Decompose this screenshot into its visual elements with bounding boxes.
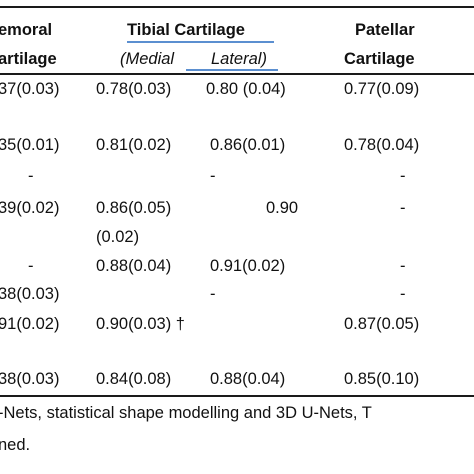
- cell-medial: (0.02): [96, 228, 140, 246]
- header-femoral-line1: emoral: [0, 21, 53, 39]
- tibial-bracket-line: [186, 69, 278, 71]
- footnote-line2: ned.: [0, 436, 31, 454]
- cell-femoral: 39(0.02): [0, 199, 60, 217]
- cell-femoral: 38(0.03): [0, 370, 60, 388]
- cell-femoral: 38(0.03): [0, 285, 60, 303]
- cell-medial: 0.78(0.03): [96, 80, 172, 98]
- cell-patellar: 0.77(0.09): [344, 80, 420, 98]
- cell-medial: 0.84(0.08): [96, 370, 172, 388]
- cell-lateral: -: [210, 285, 216, 303]
- tibial-underline: [127, 41, 274, 43]
- cell-patellar: -: [400, 257, 406, 275]
- header-tibial-medial: (Medial: [120, 50, 175, 68]
- table-bottom-rule: [0, 395, 474, 397]
- cell-patellar: 0.87(0.05): [344, 315, 420, 333]
- cell-medial: 0.86(0.05): [96, 199, 172, 217]
- cell-femoral: -: [28, 167, 34, 185]
- header-bottom-rule: [0, 73, 474, 75]
- header-tibial-lateral: Lateral): [211, 50, 267, 68]
- table-top-rule: [0, 6, 474, 8]
- cell-lateral: 0.80 (0.04): [206, 80, 286, 98]
- cell-lateral: 0.88(0.04): [210, 370, 286, 388]
- footnote-line1: -Nets, statistical shape modelling and 3…: [0, 404, 372, 422]
- cell-femoral: 35(0.01): [0, 136, 60, 154]
- header-tibial: Tibial Cartilage: [127, 21, 245, 39]
- cell-patellar: 0.85(0.10): [344, 370, 420, 388]
- cell-medial: 0.90(0.03) †: [96, 315, 185, 333]
- cell-patellar: -: [400, 167, 406, 185]
- header-patellar-line1: Patellar: [355, 21, 415, 39]
- cell-patellar: -: [400, 285, 406, 303]
- cell-lateral: 0.91(0.02): [210, 257, 286, 275]
- cell-lateral: -: [210, 167, 216, 185]
- cell-femoral: -: [28, 257, 34, 275]
- header-patellar-line2: Cartilage: [344, 50, 415, 68]
- cell-femoral: 91(0.02): [0, 315, 60, 333]
- header-femoral-line2: artilage: [0, 50, 57, 68]
- cell-patellar: 0.78(0.04): [344, 136, 420, 154]
- cell-medial: 0.88(0.04): [96, 257, 172, 275]
- cell-medial: 0.81(0.02): [96, 136, 172, 154]
- cell-lateral: 0.86(0.01): [210, 136, 286, 154]
- cell-femoral: 37(0.03): [0, 80, 60, 98]
- cell-patellar: -: [400, 199, 406, 217]
- cell-lateral: 0.90: [266, 199, 299, 217]
